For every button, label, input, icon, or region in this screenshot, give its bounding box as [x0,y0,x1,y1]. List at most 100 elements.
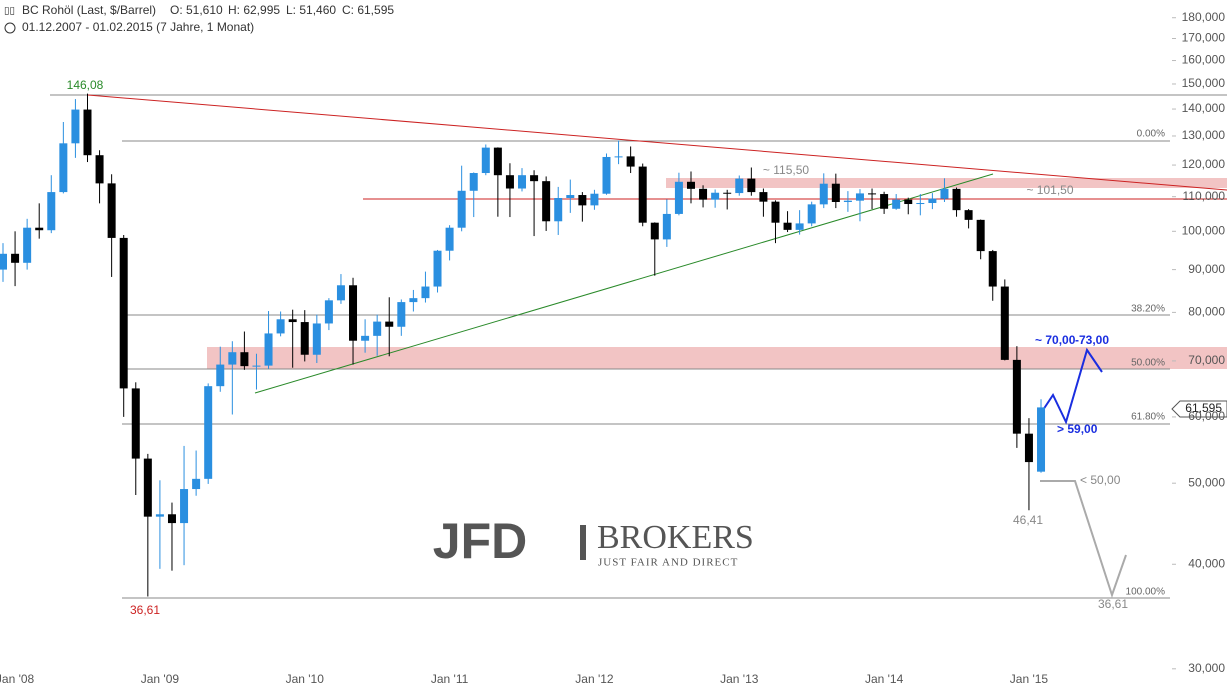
candle-body [602,156,611,194]
y-tick-label: 150,000 [1182,76,1226,90]
candle-body [1012,359,1021,434]
candle-body [662,213,671,240]
clock-icon [4,22,16,34]
annotation: 146,08 [67,78,104,92]
annotation: 46,41 [1013,513,1043,527]
candle-body [300,322,309,355]
candle-body [1024,433,1033,463]
candle-body [385,321,394,327]
y-tick-label: 100,000 [1182,223,1226,237]
annotation: -73,00 [1075,333,1109,347]
candle-body [264,333,273,366]
candle-body [336,285,345,301]
candle-body [216,364,225,387]
candle-body [843,200,852,203]
x-tick-label: Jan '09 [141,672,180,686]
candle-body [518,175,527,189]
candle-body [167,514,176,524]
y-tick-label: 140,000 [1182,101,1226,115]
candle-body [759,192,768,202]
x-tick-label: Jan '14 [865,672,904,686]
candle-body [614,156,623,158]
candle-body [143,458,152,517]
candle-body [807,204,816,224]
candle-body [204,386,213,479]
candle-body [904,199,913,205]
candle-body [0,253,7,270]
x-tick-label: Jan '13 [720,672,759,686]
level-lines [50,94,1227,599]
candle-body [831,183,840,203]
candle-body [940,188,949,199]
y-tick-label: 40,000 [1188,556,1225,570]
candles [0,93,1046,597]
candle-body [988,251,997,287]
annotation: 50.00% [1131,358,1165,369]
watermark-bar [580,525,586,560]
candle-body [47,192,56,231]
candle-body [530,175,539,182]
candle-body [228,352,237,365]
candle-body [723,192,732,194]
candle-body [35,227,44,231]
candle-body [505,175,514,189]
candle-body [433,250,442,287]
candle-body [23,227,32,263]
candle-body [493,147,502,176]
y-tick-label: 80,000 [1188,305,1225,319]
candle-body [686,181,695,189]
candle-body [469,173,478,191]
candle-body [868,193,877,195]
candle-body [976,219,985,252]
annotation: 38.20% [1131,304,1165,315]
x-tick-label: Jan '12 [575,672,614,686]
candle-body [735,178,744,194]
candle-body [1000,286,1009,360]
annotation: 36,61 [1098,597,1128,611]
watermark: JUST FAIR AND DIRECT [598,557,738,569]
candle-body [119,237,128,389]
candle-body [409,298,418,303]
candle-body [276,319,285,334]
candle-body [916,203,925,205]
candle-body [566,195,575,199]
candle-body [626,156,635,167]
candle-body [59,143,68,193]
candle-body [952,188,961,211]
x-tick-label: Jan '10 [286,672,325,686]
watermark: BROKERS [597,519,754,556]
candle-body [795,223,804,230]
candle-body [578,195,587,206]
candle-body [445,227,454,251]
y-tick-label: 170,000 [1182,31,1226,45]
y-tick-label: 120,000 [1182,157,1226,171]
y-tick-label: 60,000 [1188,409,1225,423]
annotations: 146,08 36,61 ~ 115,50 ~ 101,50 0.00% 38.20% 50… [67,78,1165,617]
y-tick-label: 160,000 [1182,53,1226,67]
annotation: < 50,00 [1080,473,1121,487]
candle-body [771,201,780,223]
watermark: JFD [433,513,527,569]
candle-body [542,181,551,222]
x-tick-label: Jan '15 [1010,672,1049,686]
resistance-band [666,178,1227,188]
candle-body [638,166,647,223]
last-price: 61,595 [1185,401,1222,415]
candle-body [240,352,249,367]
candle-body [650,222,659,240]
candle-body [892,199,901,209]
candle-body [819,183,828,205]
candle-body [964,210,973,220]
candle-body [590,193,599,206]
candle-body [71,109,80,144]
candle-body [131,388,140,459]
subtitle: 01.12.2007 - 01.02.2015 (7 Jahre, 1 Mona… [22,20,254,34]
annotation: ~ 70,00 [1035,333,1076,347]
candle-body [855,193,864,201]
annotation: 36,61 [130,603,160,617]
candle-body [11,253,20,263]
y-tick-label: 110,000 [1183,189,1226,203]
annotation: ~ 115,50 [763,163,809,177]
candle-body [421,286,430,299]
